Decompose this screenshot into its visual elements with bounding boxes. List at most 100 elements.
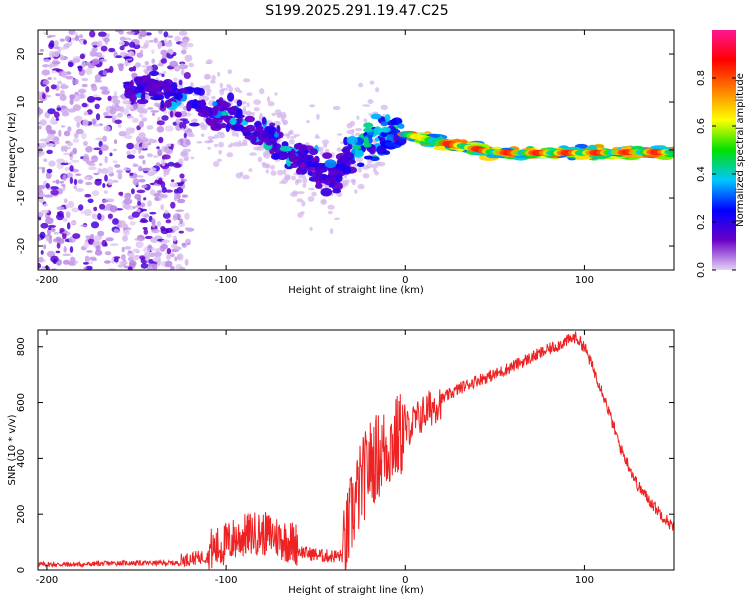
spectrogram-cell — [127, 256, 135, 262]
spectrogram-cell — [385, 142, 397, 147]
spectrogram-cell — [289, 136, 297, 139]
spectrogram-cell — [236, 99, 243, 107]
spectrogram-cell — [114, 139, 118, 145]
spectrogram-cell — [136, 107, 143, 113]
spectrogram-cell — [371, 163, 379, 169]
spectrogram-cell — [123, 229, 130, 236]
spectrogram-cell — [117, 124, 122, 128]
spectrogram-cell — [166, 35, 174, 38]
spectrogram-xtick-label: 0 — [402, 275, 408, 286]
spectrogram-cell — [176, 198, 186, 204]
spectrogram-cell — [161, 159, 166, 167]
spectrogram-cell — [67, 61, 74, 68]
spectrogram-cell — [101, 90, 110, 95]
spectrogram-cell — [346, 122, 353, 129]
spectrogram-cell — [126, 115, 134, 119]
spectrogram-cell — [368, 113, 372, 116]
spectrogram-cell — [47, 35, 52, 39]
spectrogram-cell — [45, 217, 54, 225]
spectrogram-cell — [82, 262, 89, 265]
spectrogram-cell — [175, 193, 181, 200]
spectrogram-cell — [165, 219, 172, 224]
colorbar-tick-label: 0.4 — [696, 166, 707, 182]
spectrogram-cell — [118, 64, 124, 72]
spectrogram-cell — [124, 88, 134, 95]
spectrogram-cell — [137, 201, 142, 206]
spectrogram-cell — [166, 254, 171, 261]
spectrogram-cell — [82, 119, 89, 127]
spectrogram-cell — [356, 115, 360, 120]
spectrogram-cell — [140, 263, 149, 269]
spectrogram-cell — [332, 188, 341, 194]
spectrogram-cell — [212, 101, 218, 107]
spectrogram-cell — [139, 49, 144, 54]
spectrogram-cell — [160, 58, 167, 64]
spectrogram-cell — [64, 198, 68, 203]
spectrogram-cell — [228, 86, 233, 93]
spectrogram-cell — [103, 125, 111, 132]
spectrogram-cell — [73, 132, 79, 139]
spectrogram-cell — [218, 141, 225, 148]
spectrogram-cell — [339, 155, 350, 165]
spectrogram-cell — [40, 198, 45, 203]
spectrogram-cell — [105, 237, 114, 242]
spectrogram-cell — [46, 228, 52, 235]
spectrogram-cell — [52, 139, 56, 142]
spectrogram-cell — [246, 102, 250, 108]
spectrogram-cell — [148, 40, 154, 43]
spectrogram-cell — [132, 178, 140, 186]
spectrogram-cell — [59, 94, 67, 101]
spectrogram-cell — [59, 38, 65, 42]
spectrogram-cell — [267, 101, 275, 107]
spectrogram-cell — [153, 37, 158, 44]
spectrogram-cell — [128, 260, 137, 267]
spectrogram-cell — [276, 169, 284, 176]
colorbar-tick-label: 0.8 — [696, 70, 707, 86]
spectrogram-cell — [141, 75, 148, 84]
colorbar: 0.0 0.2 0.4 0.6 0.8 Normalized spectral ampl… — [696, 30, 746, 278]
spectrogram-cell — [109, 107, 117, 115]
spectrogram-cell — [343, 173, 348, 179]
spectrogram-cell — [147, 244, 153, 250]
spectrogram-cell — [49, 40, 55, 48]
spectrogram-cell — [95, 178, 102, 182]
spectrogram-cell — [61, 70, 68, 78]
spectrogram-cell — [213, 161, 220, 167]
spectrogram-cell — [104, 156, 108, 164]
spectrogram-cell — [45, 235, 50, 242]
spectrogram-cell — [154, 196, 160, 201]
spectrogram-cell — [97, 213, 102, 220]
spectrogram-cell — [283, 133, 291, 137]
spectrogram-cell — [207, 146, 211, 150]
spectrogram-cell — [139, 30, 148, 38]
spectrogram-cell — [162, 154, 171, 160]
spectrogram-cell — [179, 173, 185, 179]
spectrogram-cell — [55, 179, 60, 185]
spectrogram-cell — [67, 108, 76, 113]
spectrogram-cell — [89, 50, 98, 57]
spectrogram-cell — [245, 124, 256, 132]
spectrogram-cell — [89, 30, 96, 38]
spectrogram-cell — [150, 237, 159, 244]
spectrogram-cell — [205, 88, 212, 93]
spectrogram-cell — [336, 133, 343, 136]
spectrogram-cell — [124, 246, 132, 250]
spectrogram-cell — [47, 77, 52, 80]
spectrogram-cell — [48, 50, 56, 58]
spectrogram-cell — [179, 266, 186, 270]
spectrogram-cell — [291, 175, 296, 181]
spectrogram-cell — [290, 162, 299, 168]
spectrogram-cell — [229, 111, 234, 116]
spectrogram-cell — [323, 178, 333, 186]
spectrogram-cell — [397, 123, 405, 129]
spectrogram-cell — [346, 129, 355, 135]
spectrogram-cell — [93, 172, 99, 176]
spectrogram-cell — [53, 40, 59, 47]
spectrogram-cell — [62, 232, 67, 240]
spectrogram-cell — [139, 255, 146, 260]
spectrogram-cell — [211, 106, 219, 116]
spectrogram-cell — [53, 231, 59, 235]
spectrogram-cell — [92, 45, 98, 48]
spectrogram-cell — [104, 115, 113, 119]
spectrogram-cell — [94, 103, 100, 110]
